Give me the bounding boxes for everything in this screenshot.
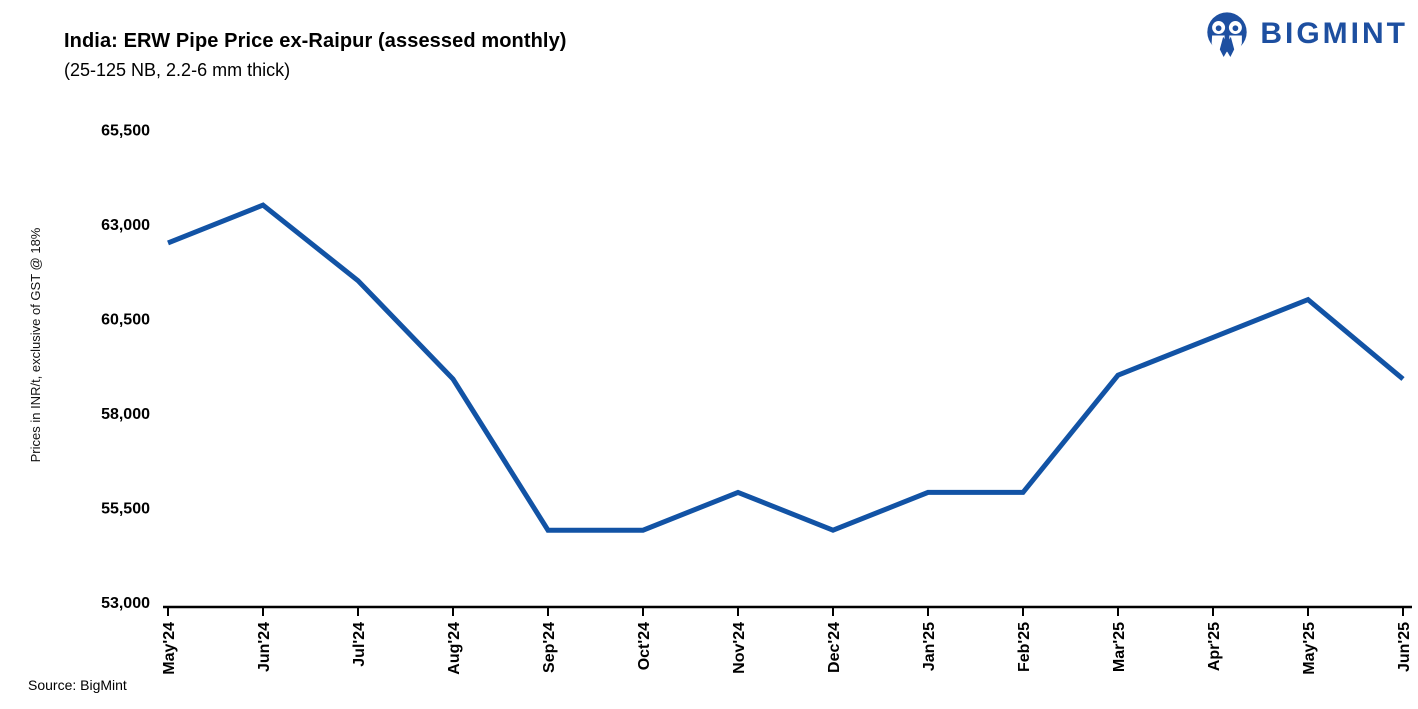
source-note: Source: BigMint xyxy=(28,677,127,693)
price-line-series xyxy=(167,202,1405,533)
y-axis-tick-label: 65,500 xyxy=(101,123,150,140)
x-axis-tick-label: Nov'24 xyxy=(731,622,748,674)
chart-subtitle: (25-125 NB, 2.2-6 mm thick) xyxy=(64,60,291,80)
y-axis-tick-label: 60,500 xyxy=(101,312,150,329)
y-axis-tick-label: 58,000 xyxy=(101,406,150,423)
x-axis-tick-label: Jan'25 xyxy=(921,622,938,671)
x-axis-tick-label: Dec'24 xyxy=(826,622,843,673)
chart-title: India: ERW Pipe Price ex-Raipur (assesse… xyxy=(64,30,567,52)
y-axis-tick-label: 53,000 xyxy=(101,595,150,612)
x-axis-tick-label: Mar'25 xyxy=(1111,622,1128,672)
bigmint-logo-icon xyxy=(1207,12,1248,58)
x-axis-tick-label: Feb'25 xyxy=(1016,622,1033,672)
y-axis-tick-label: 55,500 xyxy=(101,501,150,518)
x-axis-tick-label: Sep'24 xyxy=(541,622,558,673)
bigmint-logo: BIGMINT xyxy=(1203,10,1408,58)
x-axis-tick-label: Apr'25 xyxy=(1206,622,1223,671)
x-axis-tick-label: May'25 xyxy=(1301,622,1318,675)
y-axis-tick-label: 63,000 xyxy=(101,217,150,234)
x-axis-tick-label: Jul'24 xyxy=(351,622,368,667)
x-axis-tick-label: May'24 xyxy=(161,622,178,675)
x-axis-tick-label: Oct'24 xyxy=(636,622,653,670)
x-axis-tick-label: Aug'24 xyxy=(446,622,463,675)
x-axis-tick-label: Jun'24 xyxy=(256,622,273,672)
x-axis-tick-label: Jun'25 xyxy=(1396,622,1413,672)
bigmint-logo-text: BIGMINT xyxy=(1260,17,1408,50)
